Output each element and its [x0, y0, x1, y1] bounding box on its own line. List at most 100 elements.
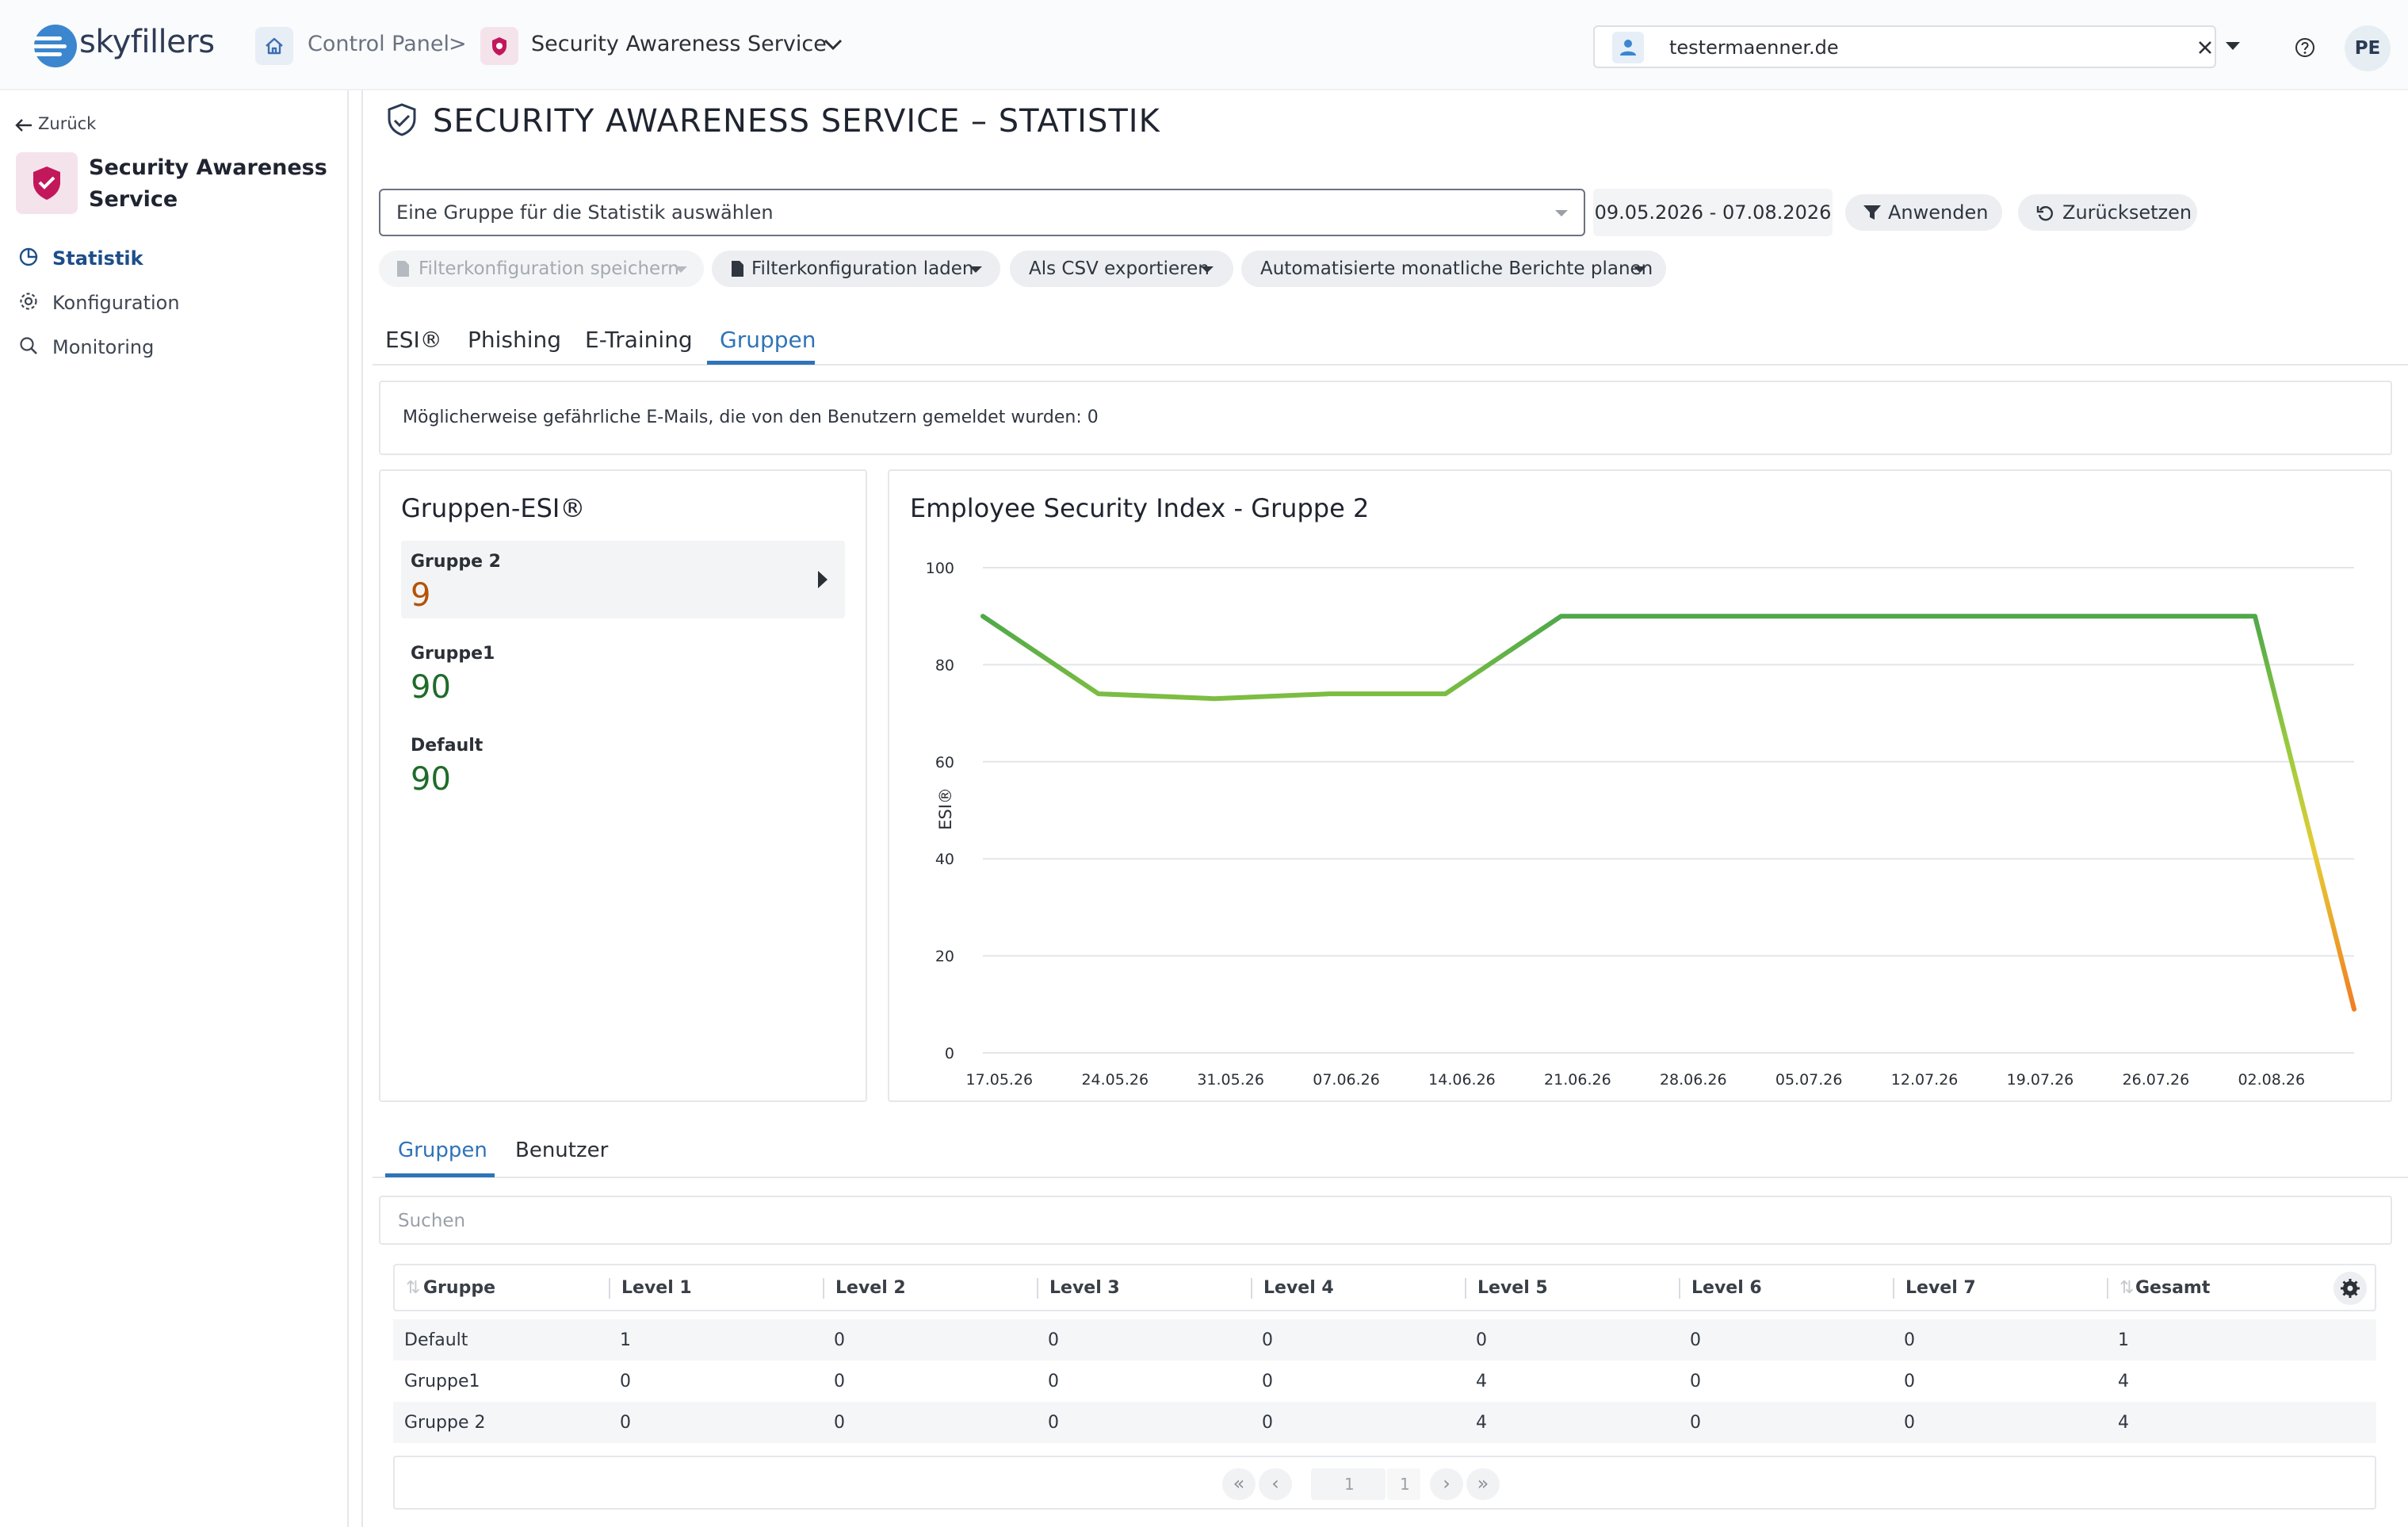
- tab-phishing[interactable]: Phishing: [468, 327, 562, 353]
- load-filter-config-label: Filterkonfiguration laden: [751, 258, 974, 279]
- group-esi-value: 9: [411, 577, 431, 614]
- col-separator: [1037, 1278, 1038, 1299]
- skyfillers-logo-icon: [32, 25, 77, 67]
- tenant-select[interactable]: testermaenner.de: [1593, 25, 2216, 68]
- group-name: Default: [411, 736, 484, 756]
- chart-series-line: [980, 614, 2356, 1012]
- last-page-button[interactable]: »: [1466, 1468, 1500, 1500]
- breadcrumb-control-panel[interactable]: Control Panel: [308, 32, 450, 56]
- save-filter-config-button[interactable]: Filterkonfiguration speichern: [379, 251, 704, 287]
- table-cell: 0: [620, 1413, 631, 1433]
- top-bar: skyfillers Control Panel > Security Awar…: [0, 0, 2408, 90]
- table-cell: 0: [1904, 1330, 1915, 1350]
- chart-y-tick-label: 80: [935, 656, 954, 674]
- chevron-down-icon[interactable]: [823, 36, 843, 52]
- first-page-button[interactable]: «: [1222, 1468, 1256, 1500]
- table-cell: 1: [2118, 1330, 2129, 1350]
- chart-y-tick-label: 100: [926, 560, 954, 577]
- search-input[interactable]: [396, 1205, 2299, 1237]
- arrow-left-icon[interactable]: [14, 117, 33, 133]
- group-esi-value: 90: [411, 761, 451, 798]
- col-separator: [1679, 1278, 1680, 1299]
- chart-x-tick-label: 28.06.26: [1660, 1071, 1727, 1089]
- table-cell: 0: [1262, 1330, 1273, 1350]
- tab-e-training[interactable]: E-Training: [585, 327, 693, 353]
- table-row[interactable]: Default 1 0 0 0 0 0 0 1: [393, 1319, 2376, 1361]
- tenant-value: testermaenner.de: [1669, 36, 1839, 59]
- col-header[interactable]: Level 7: [1905, 1278, 1976, 1298]
- avatar[interactable]: PE: [2345, 25, 2391, 71]
- esi-chart-panel: [888, 469, 2392, 1102]
- table-settings-button[interactable]: [2333, 1272, 2367, 1305]
- table-cell: 0: [1904, 1372, 1915, 1391]
- col-separator: [2107, 1278, 2108, 1299]
- table-cell: 1: [620, 1330, 631, 1350]
- tab-bottom-benutzer[interactable]: Benutzer: [515, 1139, 609, 1162]
- close-icon[interactable]: [2196, 38, 2215, 57]
- col-header[interactable]: Level 1: [621, 1278, 692, 1298]
- sort-icon[interactable]: ⇅: [406, 1278, 421, 1298]
- back-link[interactable]: Zurück: [38, 114, 97, 133]
- export-csv-label: Als CSV exportieren: [1029, 258, 1210, 279]
- col-header[interactable]: Gesamt: [2135, 1278, 2211, 1298]
- bottom-tabs-divider: [373, 1177, 2408, 1178]
- apply-label: Anwenden: [1888, 201, 1989, 224]
- tab-active-indicator: [707, 361, 815, 365]
- col-separator: [1251, 1278, 1252, 1299]
- group-item-gruppe-2[interactable]: Gruppe 2 9: [401, 541, 845, 618]
- col-header[interactable]: Level 5: [1477, 1278, 1548, 1298]
- group-select[interactable]: Eine Gruppe für die Statistik auswählen: [379, 189, 1585, 236]
- schedule-reports-button[interactable]: Automatisierte monatliche Berichte plane…: [1241, 251, 1666, 287]
- col-header[interactable]: Level 2: [835, 1278, 906, 1298]
- col-header[interactable]: Gruppe: [423, 1278, 495, 1298]
- table-row[interactable]: Gruppe 2 0 0 0 0 4 0 0 4: [393, 1402, 2376, 1443]
- undo-icon: [2036, 206, 2053, 221]
- user-icon-box: [1612, 32, 1644, 63]
- breadcrumb-service[interactable]: Security Awareness Service: [531, 32, 827, 56]
- group-item-default[interactable]: Default 90: [401, 725, 845, 802]
- sidebar: Zurück Security Awareness Service Statis…: [0, 90, 349, 1527]
- tab-esi[interactable]: ESI®: [385, 327, 442, 353]
- sort-icon[interactable]: ⇅: [2119, 1278, 2135, 1298]
- home-button[interactable]: [255, 27, 293, 65]
- col-header[interactable]: Level 3: [1049, 1278, 1120, 1298]
- group-item-gruppe1[interactable]: Gruppe1 90: [401, 633, 845, 710]
- caret-down-icon[interactable]: [2224, 40, 2242, 52]
- tab-bottom-gruppen[interactable]: Gruppen: [398, 1139, 487, 1162]
- shield-icon: [388, 103, 416, 136]
- table-header: ⇅ Gruppe Level 1 Level 2 Level 3 Level 4…: [393, 1264, 2376, 1311]
- chart-x-tick-label: 31.05.26: [1197, 1071, 1264, 1089]
- chart-x-tick-label: 17.05.26: [966, 1071, 1034, 1089]
- next-page-button[interactable]: ›: [1430, 1468, 1463, 1500]
- reset-button[interactable]: Zurücksetzen: [2018, 194, 2197, 231]
- help-icon[interactable]: [2294, 36, 2316, 59]
- table-cell: 4: [2118, 1372, 2129, 1391]
- table-cell: 0: [1262, 1413, 1273, 1433]
- col-header[interactable]: Level 4: [1263, 1278, 1334, 1298]
- page-input[interactable]: 1: [1311, 1468, 1386, 1500]
- chart-title: Employee Security Index - Gruppe 2: [910, 493, 1370, 523]
- tab-gruppen[interactable]: Gruppen: [720, 327, 816, 353]
- table-cell: 0: [834, 1413, 845, 1433]
- chart-x-tick-label: 21.06.26: [1544, 1071, 1611, 1089]
- chart-y-tick-label: 20: [935, 948, 954, 966]
- date-range-input[interactable]: 09.05.2026 - 07.08.2026: [1593, 189, 1833, 236]
- search-field[interactable]: [379, 1196, 2392, 1245]
- col-header[interactable]: Level 6: [1691, 1278, 1762, 1298]
- prev-page-button[interactable]: ‹: [1259, 1468, 1292, 1500]
- export-csv-button[interactable]: Als CSV exportieren: [1010, 251, 1233, 287]
- apply-button[interactable]: Anwenden: [1845, 194, 2002, 231]
- load-filter-config-button[interactable]: Filterkonfiguration laden: [712, 251, 1000, 287]
- table-cell: 0: [1048, 1413, 1059, 1433]
- group-esi-value: 90: [411, 669, 451, 706]
- total-pages-value: 1: [1400, 1475, 1410, 1494]
- table-cell: 0: [620, 1372, 631, 1391]
- user-icon: [1620, 40, 1636, 55]
- group-select-placeholder: Eine Gruppe für die Statistik auswählen: [396, 201, 774, 224]
- chart-y-tick-label: 0: [945, 1045, 954, 1062]
- groups-panel-title: Gruppen-ESI®: [401, 493, 586, 523]
- table-row[interactable]: Gruppe1 0 0 0 0 4 0 0 4: [393, 1361, 2376, 1402]
- gear-icon: [2341, 1279, 2360, 1298]
- chart-x-tick-label: 24.05.26: [1081, 1071, 1149, 1089]
- sidebar-item-label: Konfiguration: [52, 292, 180, 314]
